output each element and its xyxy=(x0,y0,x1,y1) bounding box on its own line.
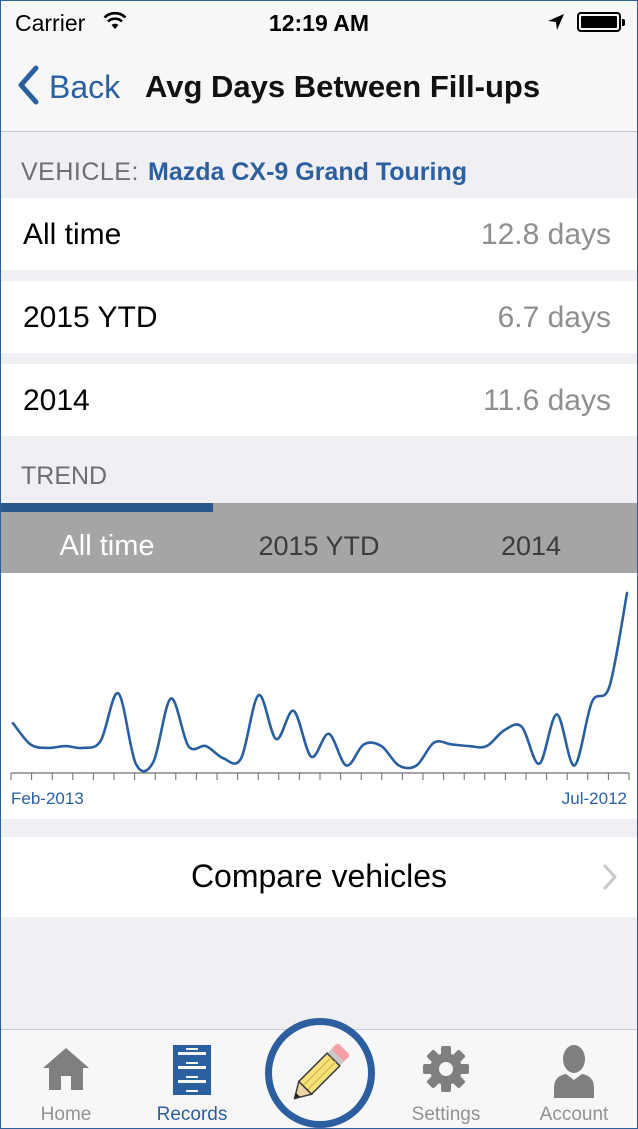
vehicle-label: VEHICLE: xyxy=(21,158,139,186)
x-label-start: Feb-2013 xyxy=(11,789,84,808)
tabbar-label: Account xyxy=(539,1104,609,1125)
x-label-end: Jul-2012 xyxy=(562,789,627,808)
add-record-button[interactable] xyxy=(265,1018,375,1128)
location-arrow-icon xyxy=(547,13,565,36)
tab-all-time[interactable]: All time xyxy=(59,530,155,562)
trend-label: TREND xyxy=(21,462,108,490)
stat-value: 11.6 days xyxy=(483,384,611,417)
wifi-icon xyxy=(103,11,127,36)
tab-2014[interactable]: 2014 xyxy=(500,531,562,561)
page-title: Avg Days Between Fill-ups xyxy=(145,69,541,104)
trend-tabs: All time 2015 YTD 2014 xyxy=(1,503,637,573)
tabbar-item-records[interactable]: Records xyxy=(137,1030,247,1128)
tabbar-label: Home xyxy=(40,1104,92,1125)
stat-row-all-time: All time 12.8 days xyxy=(1,198,637,270)
home-icon xyxy=(11,1044,121,1092)
trend-chart-svg: Feb-2013 Jul-2012 xyxy=(10,591,630,808)
compare-vehicles-button[interactable]: Compare vehicles xyxy=(1,837,637,917)
stat-value: 12.8 days xyxy=(480,218,611,251)
stat-label: All time xyxy=(23,218,122,251)
pencil-icon xyxy=(282,1035,358,1116)
tabbar-label: Records xyxy=(156,1104,228,1125)
gear-icon xyxy=(391,1044,501,1094)
stat-row-2015-ytd: 2015 YTD 6.7 days xyxy=(1,281,637,353)
compare-vehicles-label: Compare vehicles xyxy=(190,858,448,894)
account-icon xyxy=(519,1044,629,1098)
tabbar-item-account[interactable]: Account xyxy=(519,1030,629,1128)
tabbar-item-home[interactable]: Home xyxy=(11,1030,121,1128)
stat-value: 6.7 days xyxy=(497,301,611,334)
stat-label: 2014 xyxy=(23,384,90,417)
stat-label: 2015 YTD xyxy=(23,301,158,334)
chevron-right-icon xyxy=(603,864,617,895)
records-icon xyxy=(137,1044,247,1096)
vehicle-header: VEHICLE: Mazda CX-9 Grand Touring xyxy=(1,153,637,189)
clock: 12:19 AM xyxy=(268,10,370,36)
status-bar: Carrier 12:19 AM xyxy=(1,1,637,45)
vehicle-name[interactable]: Mazda CX-9 Grand Touring xyxy=(148,158,467,186)
trend-series-line xyxy=(11,591,629,773)
add-record-button-inner xyxy=(272,1025,368,1121)
stat-row-2014: 2014 11.6 days xyxy=(1,364,637,436)
tab-indicator xyxy=(1,503,213,512)
back-button[interactable]: Back xyxy=(17,65,120,110)
tabbar-label: Settings xyxy=(411,1104,481,1125)
trend-chart: Feb-2013 Jul-2012 xyxy=(1,573,637,819)
tab-2015-ytd[interactable]: 2015 YTD xyxy=(258,531,380,561)
battery-icon xyxy=(577,12,625,32)
chevron-left-icon xyxy=(17,65,39,110)
carrier-label: Carrier xyxy=(15,10,86,36)
navigation-bar: Back Avg Days Between Fill-ups xyxy=(1,45,637,132)
back-label: Back xyxy=(49,69,121,105)
trend-header: TREND xyxy=(1,456,637,502)
tabbar-item-settings[interactable]: Settings xyxy=(391,1030,501,1128)
